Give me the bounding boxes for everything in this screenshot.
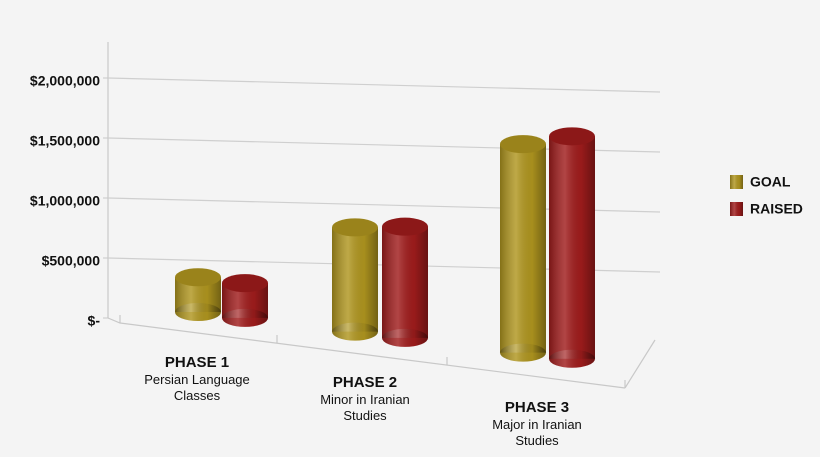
cylinder-top	[175, 268, 221, 287]
cylinder-top	[500, 135, 546, 154]
cylinder-bar	[382, 217, 428, 347]
cylinder-top-shade	[222, 274, 268, 293]
cylinder-bar	[175, 268, 221, 321]
cylinder-top	[382, 217, 428, 236]
y-tick-label: $-	[88, 313, 101, 329]
category-label: PHASE 2 Minor in Iranian Studies	[300, 374, 430, 424]
cylinder-shade	[332, 227, 378, 332]
y-tick-label: $1,000,000	[30, 193, 100, 209]
legend-swatch-shade	[730, 202, 743, 216]
category-label: PHASE 3 Major in Iranian Studies	[472, 399, 602, 449]
category-title: PHASE 2	[332, 374, 398, 391]
category-description: Major in Iranian Studies	[492, 417, 582, 448]
cylinder-top-shade	[382, 217, 428, 236]
category-description: Persian Language Classes	[144, 372, 250, 403]
cylinder-shade	[500, 144, 546, 353]
cylinder-bar	[332, 218, 378, 341]
cylinder-top-shade	[549, 127, 595, 146]
floor	[107, 315, 656, 389]
cylinder-shade	[382, 226, 428, 338]
category-title: PHASE 1	[164, 354, 230, 371]
category-title: PHASE 3	[504, 399, 570, 416]
legend-swatch-shade	[730, 175, 743, 189]
legend-label: GOAL	[750, 174, 791, 190]
grid-line	[107, 77, 661, 93]
cylinder-bar	[549, 127, 595, 368]
cylinder-top-shade	[175, 268, 221, 287]
cylinder-top	[549, 127, 595, 146]
legend-label: RAISED	[750, 201, 803, 217]
cylinder-top-shade	[500, 135, 546, 154]
cylinder-top	[222, 274, 268, 293]
cylinder-top	[332, 218, 378, 237]
y-tick-label: $500,000	[42, 253, 101, 269]
y-tick-label: $2,000,000	[30, 73, 100, 89]
y-tick-label: $1,500,000	[30, 133, 100, 149]
cylinder-top-shade	[332, 218, 378, 237]
category-label: PHASE 1 Persian Language Classes	[132, 354, 262, 404]
cylinder-bar	[222, 274, 268, 327]
category-description: Minor in Iranian Studies	[320, 392, 410, 423]
cylinder-bar	[500, 135, 546, 362]
cylinder-shade	[549, 136, 595, 359]
